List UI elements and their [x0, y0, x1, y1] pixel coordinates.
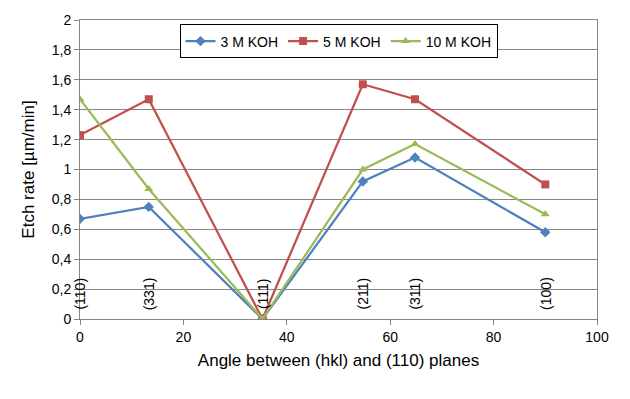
svg-text:1: 1 [63, 161, 71, 177]
svg-text:1,6: 1,6 [52, 72, 72, 88]
svg-text:(331): (331) [141, 278, 157, 311]
svg-text:(111): (111) [255, 278, 271, 309]
svg-text:20: 20 [176, 329, 192, 345]
svg-text:(211): (211) [355, 278, 371, 310]
svg-text:60: 60 [382, 329, 398, 345]
svg-text:3 M KOH: 3 M KOH [221, 34, 279, 50]
svg-text:(110): (110) [72, 278, 88, 310]
svg-text:0,4: 0,4 [52, 251, 72, 267]
svg-text:0: 0 [76, 329, 84, 345]
svg-text:0,6: 0,6 [52, 221, 72, 237]
svg-text:(311): (311) [407, 278, 423, 310]
svg-text:Etch rate [µm/min]: Etch rate [µm/min] [19, 100, 38, 238]
svg-text:1,2: 1,2 [52, 132, 72, 148]
svg-text:1,4: 1,4 [52, 102, 72, 118]
svg-text:40: 40 [279, 329, 295, 345]
svg-text:80: 80 [486, 329, 502, 345]
svg-text:(100): (100) [538, 277, 554, 310]
svg-text:5 M KOH: 5 M KOH [323, 34, 381, 50]
svg-text:1,8: 1,8 [52, 42, 72, 58]
svg-text:Angle between (hkl) and (110): Angle between (hkl) and (110) planes [198, 351, 479, 370]
svg-text:0,2: 0,2 [52, 281, 72, 297]
svg-text:0,8: 0,8 [52, 191, 72, 207]
svg-text:10 M KOH: 10 M KOH [426, 34, 491, 50]
svg-text:100: 100 [585, 329, 609, 345]
svg-text:0: 0 [63, 311, 71, 327]
svg-text:2: 2 [63, 12, 71, 28]
